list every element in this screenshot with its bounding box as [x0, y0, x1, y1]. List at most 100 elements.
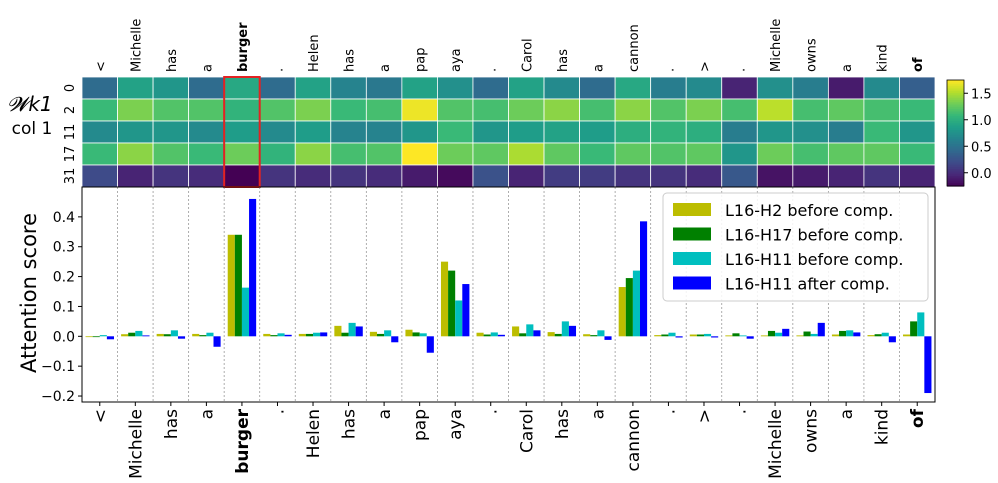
- bar: [632, 270, 641, 337]
- heatmap-cell: [330, 164, 367, 188]
- colorbar-segment: [947, 182, 964, 185]
- heatmap-cell: [899, 164, 936, 188]
- heatmap-cell: [863, 142, 900, 166]
- heatmap-cell: [365, 142, 403, 166]
- heatmap-token-label: >: [698, 61, 713, 72]
- colorbar-segment: [947, 80, 964, 83]
- bar: [711, 336, 719, 338]
- heatmap-cell: [294, 120, 332, 144]
- bar: [625, 278, 633, 337]
- heatmap-cell: [188, 98, 225, 122]
- bar: [675, 336, 683, 338]
- heatmap-cell: [401, 164, 438, 188]
- bar-ytick-label: 0.4: [53, 210, 75, 226]
- bar: [512, 326, 520, 337]
- heatmap-cell: [117, 164, 154, 188]
- heatmap-cell: [117, 98, 154, 122]
- colorbar-segment: [947, 168, 964, 171]
- bar-ytick-label: 0.3: [53, 240, 75, 256]
- heatmap-cell: [827, 98, 865, 122]
- heatmap-cell: [614, 120, 652, 144]
- colorbar-segment: [947, 101, 964, 104]
- colorbar-tick-label: 0.5: [971, 140, 992, 155]
- colorbar-segment: [947, 95, 964, 99]
- colorbar-segment: [947, 110, 964, 113]
- bar: [440, 261, 449, 337]
- heatmap-cell: [508, 76, 545, 100]
- bar-xtick-label: kind: [873, 409, 893, 445]
- legend-swatch: [673, 252, 711, 265]
- heatmap-token-label: has: [556, 49, 571, 72]
- heatmap-cell: [508, 164, 545, 188]
- bar-plot-frame: [81, 186, 936, 403]
- bar: [618, 287, 626, 337]
- heatmap-token-label: .: [271, 68, 286, 72]
- legend-label: L16-H17 before comp.: [725, 226, 904, 245]
- heatmap-cell: [614, 98, 652, 122]
- colorbar-segment: [947, 102, 964, 106]
- bar-xtick-label: Michelle: [126, 409, 146, 479]
- bar: [782, 328, 790, 337]
- colorbar-tick-label: 1.0: [971, 114, 992, 129]
- colorbar-segment: [947, 150, 964, 154]
- heatmap-cell: [579, 76, 616, 100]
- bar: [910, 321, 918, 337]
- colorbar-segment: [947, 115, 964, 118]
- heatmap-cell: [792, 142, 829, 166]
- heatmap-cell: [899, 120, 936, 144]
- bar: [192, 333, 200, 337]
- colorbar-segment: [947, 133, 964, 136]
- heatmap-cell: [223, 98, 261, 122]
- heatmap-token-label: owns: [805, 38, 820, 72]
- colorbar-segment: [947, 166, 964, 169]
- colorbar-segment: [947, 164, 964, 168]
- heatmap-token-label: a: [200, 64, 215, 72]
- bar: [128, 332, 136, 337]
- heatmap-cell: [579, 120, 616, 144]
- heatmap-token-label: aya: [449, 48, 464, 72]
- heatmap-cell: [792, 98, 829, 122]
- heatmap-token-label: has: [165, 49, 180, 72]
- colorbar-segment: [947, 140, 964, 143]
- heatmap-cell: [437, 142, 474, 166]
- heatmap-cell: [330, 76, 367, 100]
- colorbar-segment: [947, 171, 964, 175]
- bar: [462, 284, 470, 337]
- heatmap-cell: [472, 76, 509, 100]
- heatmap-token-label: Carol: [520, 38, 535, 72]
- heatmap-cell: [721, 164, 758, 188]
- bar: [170, 330, 178, 337]
- legend-label: L16-H2 before comp.: [725, 201, 893, 220]
- heatmap-cell: [899, 142, 936, 166]
- bar-ylabel: Attention score: [17, 213, 41, 373]
- heatmap-cell: [899, 98, 936, 122]
- bar: [767, 330, 776, 337]
- heatmap-cell: [223, 164, 261, 188]
- heatmap-cell: [650, 142, 687, 166]
- bar: [583, 334, 591, 337]
- heatmap-cell: [721, 98, 758, 122]
- bar-yticks: −0.2 −0.1 0.0 0.1 0.2 0.3 0.4: [41, 210, 82, 405]
- heatmap-cell: [152, 164, 190, 188]
- heatmap-cell: [365, 164, 403, 188]
- colorbar-segment: [947, 106, 964, 109]
- heatmap-cell: [152, 98, 190, 122]
- bar: [668, 332, 676, 337]
- heatmap-ylabel-bottom: col 1: [12, 119, 53, 139]
- bar: [298, 333, 306, 337]
- bar-xtick-label: a: [375, 409, 395, 419]
- bar: [227, 234, 235, 337]
- heatmap-cell: [259, 142, 296, 166]
- colorbar-segment: [947, 184, 964, 187]
- colorbar-segment: [947, 161, 964, 164]
- bar: [277, 333, 285, 337]
- bar: [369, 331, 377, 337]
- bar: [448, 270, 456, 337]
- heatmap-cell: [437, 120, 474, 144]
- heatmap-cell: [294, 98, 332, 122]
- bar: [846, 330, 854, 337]
- colorbar-segment: [947, 85, 964, 88]
- bar: [732, 333, 740, 337]
- bar: [561, 321, 569, 337]
- bar: [519, 333, 527, 337]
